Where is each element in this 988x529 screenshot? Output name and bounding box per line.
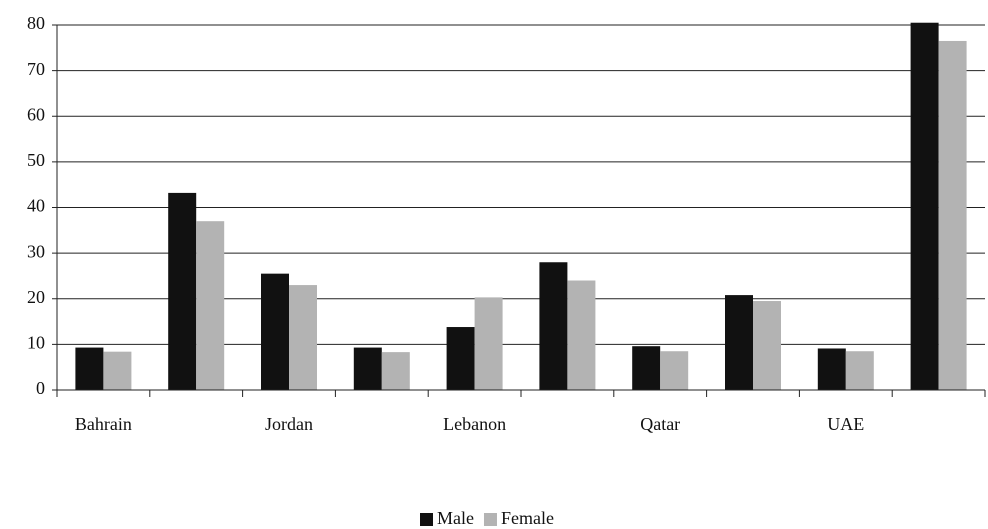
bar (567, 280, 596, 390)
bar (75, 347, 104, 390)
y-tick-label: 10 (27, 333, 45, 353)
y-tick-label: 50 (27, 150, 45, 170)
y-tick-label: 70 (27, 59, 45, 79)
bar (817, 348, 846, 390)
y-tick-label: 0 (36, 378, 45, 398)
bar (168, 192, 197, 390)
x-tick-label: Lebanon (443, 414, 506, 434)
x-tick-label: Jordan (265, 414, 313, 434)
bar (753, 301, 781, 390)
bar (289, 285, 317, 390)
bar (353, 347, 382, 390)
bar (910, 22, 939, 390)
legend-label: Female (501, 508, 554, 528)
bar (103, 351, 132, 390)
bar (261, 273, 289, 390)
x-tick-label: Bahrain (75, 414, 132, 434)
bar (660, 351, 689, 390)
bar (539, 262, 568, 390)
y-tick-label: 80 (27, 13, 45, 33)
legend-swatch (483, 513, 497, 526)
y-tick-label: 60 (27, 104, 45, 124)
y-tick-label: 20 (27, 287, 45, 307)
bar (446, 327, 475, 390)
bar (196, 221, 225, 390)
bar (725, 295, 753, 390)
bar (474, 297, 503, 390)
y-tick-label: 30 (27, 241, 45, 261)
legend-swatch (420, 513, 433, 526)
x-tick-label: UAE (827, 414, 864, 434)
bar (845, 351, 874, 390)
y-tick-label: 40 (27, 196, 45, 216)
bar (381, 352, 410, 390)
x-tick-label: Qatar (640, 414, 680, 434)
bar (632, 346, 661, 390)
bar (938, 40, 967, 390)
legend-label: Male (437, 508, 474, 528)
